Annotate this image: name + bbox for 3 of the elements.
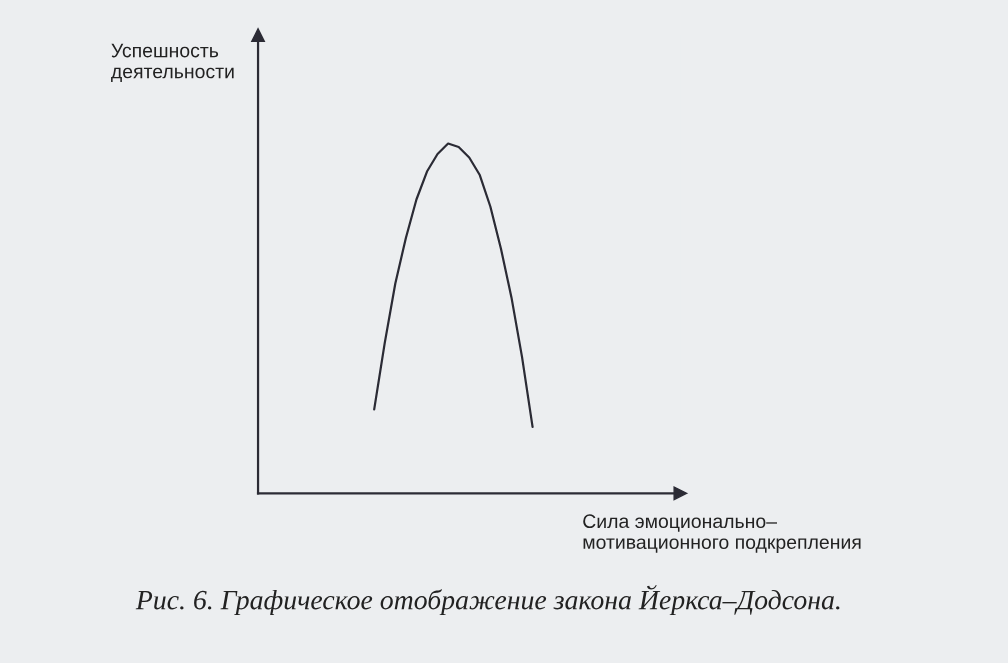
- y-axis-title: Успешность деятельности: [111, 43, 234, 82]
- x-axis-title: Сила эмоционально– мотивационного подкрепления: [583, 514, 861, 553]
- text: Рис. 6. Графическое отображение закона Йеркса–Додсона.: [135, 584, 840, 616]
